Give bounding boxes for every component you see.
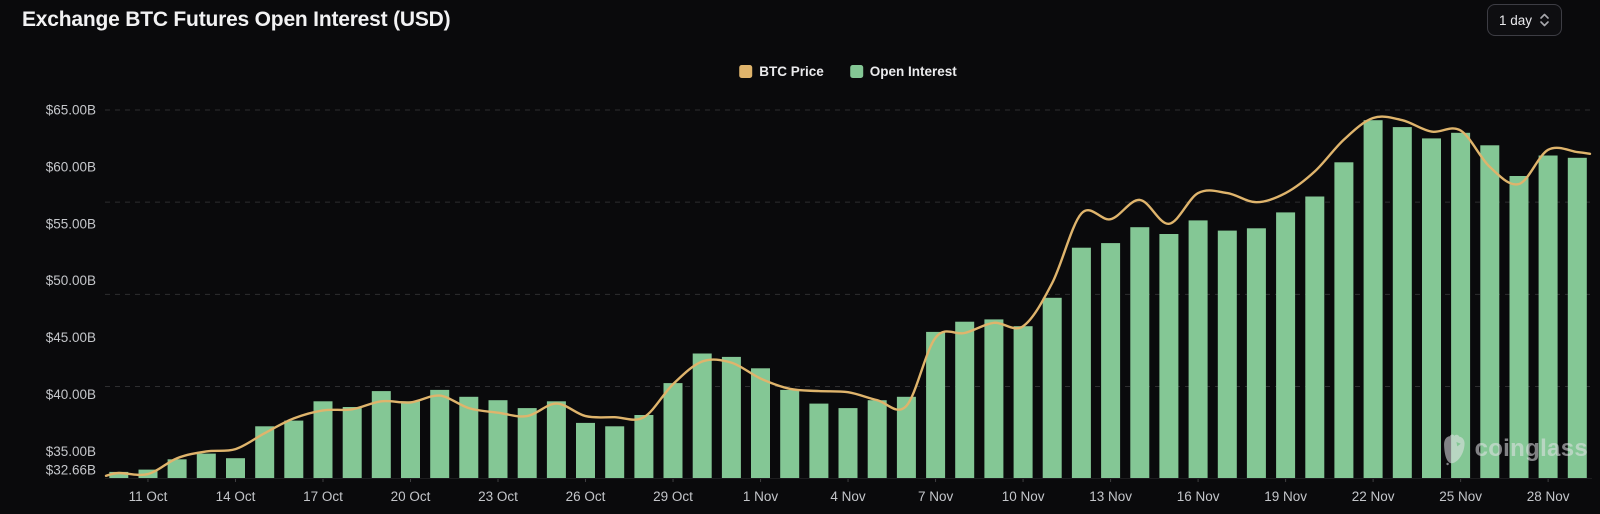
oi-bar[interactable]	[926, 331, 946, 478]
x-axis-tick-label: 22 Nov	[1352, 489, 1395, 504]
oi-bar[interactable]	[1217, 230, 1237, 478]
x-axis-tick-label: 1 Nov	[743, 489, 779, 504]
legend-item-open-interest[interactable]: Open Interest	[849, 64, 957, 79]
oi-bar[interactable]	[838, 408, 858, 478]
oi-bar[interactable]	[1276, 212, 1296, 478]
x-axis-tick-label: 17 Oct	[303, 489, 343, 504]
y-axis-tick-label: $65.00B	[46, 103, 96, 118]
oi-bar[interactable]	[488, 400, 508, 478]
x-axis-tick-label: 7 Nov	[918, 489, 954, 504]
oi-bar[interactable]	[721, 356, 741, 478]
x-axis-tick-label: 14 Oct	[216, 489, 256, 504]
btc-price-swatch-icon	[739, 65, 753, 78]
x-axis-tick-label: 23 Oct	[478, 489, 518, 504]
oi-bar[interactable]	[605, 426, 625, 478]
oi-bar[interactable]	[1246, 228, 1266, 478]
oi-bar[interactable]	[780, 389, 800, 478]
oi-bar[interactable]	[1480, 145, 1500, 479]
y-axis-tick-label: $35.00B	[46, 444, 96, 459]
x-axis-tick-label: 16 Nov	[1177, 489, 1220, 504]
oi-bar[interactable]	[459, 396, 479, 478]
open-interest-swatch-icon	[849, 65, 863, 78]
x-axis-tick-label: 19 Nov	[1264, 489, 1307, 504]
oi-bar[interactable]	[313, 401, 333, 478]
page-title: Exchange BTC Futures Open Interest (USD)	[22, 8, 451, 31]
oi-bar[interactable]	[430, 389, 450, 478]
y-axis-tick-label: $50.00B	[46, 273, 96, 288]
coinglass-watermark: coinglass	[1437, 430, 1588, 468]
interval-selector[interactable]: 1 day	[1486, 4, 1562, 36]
oi-bar[interactable]	[896, 396, 916, 478]
oi-bar[interactable]	[1509, 176, 1529, 478]
x-axis-tick-label: 25 Nov	[1439, 489, 1482, 504]
oi-bar[interactable]	[255, 426, 275, 478]
x-axis-tick-label: 13 Nov	[1089, 489, 1132, 504]
oi-bar[interactable]	[1422, 138, 1441, 478]
oi-bar[interactable]	[576, 422, 595, 478]
legend-item-btc-price[interactable]: BTC Price	[739, 64, 824, 79]
x-axis-tick-label: 28 Nov	[1527, 489, 1570, 504]
oi-bar[interactable]	[1130, 227, 1150, 478]
oi-bar[interactable]	[1334, 162, 1354, 479]
oi-bar[interactable]	[1567, 157, 1587, 479]
oi-bar[interactable]	[1392, 127, 1412, 478]
oi-bar[interactable]	[867, 400, 887, 478]
x-axis-tick-label: 11 Oct	[129, 489, 168, 504]
oi-bar[interactable]	[546, 401, 566, 478]
updown-chevron-icon	[1540, 13, 1549, 27]
oi-bar[interactable]	[692, 353, 712, 479]
x-axis-tick-label: 26 Oct	[566, 489, 606, 504]
oi-bar[interactable]	[751, 368, 770, 478]
oi-bar[interactable]	[955, 321, 975, 478]
oi-bar[interactable]	[1013, 326, 1033, 478]
oi-bar[interactable]	[809, 403, 829, 478]
oi-bar[interactable]	[1101, 243, 1121, 478]
oi-bar[interactable]	[284, 420, 304, 478]
legend-label: Open Interest	[869, 64, 957, 79]
oi-bar[interactable]	[401, 401, 420, 478]
oi-bar[interactable]	[634, 415, 654, 478]
y-axis-tick-label: $60.00B	[46, 159, 96, 174]
legend-label: BTC Price	[759, 64, 824, 79]
oi-bar[interactable]	[663, 383, 683, 478]
oi-bar[interactable]	[109, 471, 129, 478]
y-axis-tick-label: $45.00B	[46, 330, 96, 345]
oi-bar[interactable]	[1159, 234, 1179, 478]
oi-bar[interactable]	[1071, 247, 1091, 478]
oi-bar[interactable]	[1451, 132, 1471, 479]
oi-bar[interactable]	[984, 319, 1004, 478]
interval-selector-value: 1 day	[1498, 12, 1532, 28]
oi-bar[interactable]	[167, 459, 187, 478]
oi-bar[interactable]	[1538, 155, 1558, 479]
watermark-text: coinglass	[1474, 435, 1588, 462]
oi-bar[interactable]	[517, 408, 537, 478]
x-axis-tick-label: 4 Nov	[830, 489, 866, 504]
oi-bar[interactable]	[196, 453, 216, 478]
x-axis-tick-label: 10 Nov	[1002, 489, 1045, 504]
y-axis-tick-label: $55.00B	[46, 216, 96, 231]
oi-bar[interactable]	[1188, 220, 1208, 478]
oi-bar[interactable]	[371, 391, 391, 478]
y-axis-tick-label: $32.66B	[46, 463, 96, 478]
x-axis-tick-label: 29 Oct	[653, 489, 693, 504]
btc-price-line	[104, 115, 1592, 477]
oi-bar[interactable]	[226, 458, 245, 478]
y-axis-tick-label: $40.00B	[46, 387, 96, 402]
oi-bar[interactable]	[1305, 196, 1325, 479]
coinglass-logo-icon	[1443, 434, 1465, 466]
oi-bar[interactable]	[342, 407, 362, 478]
legend: BTC Price Open Interest	[739, 64, 957, 79]
oi-bar[interactable]	[1042, 297, 1062, 478]
x-axis-tick-label: 20 Oct	[391, 489, 431, 504]
oi-bar[interactable]	[1363, 120, 1383, 478]
